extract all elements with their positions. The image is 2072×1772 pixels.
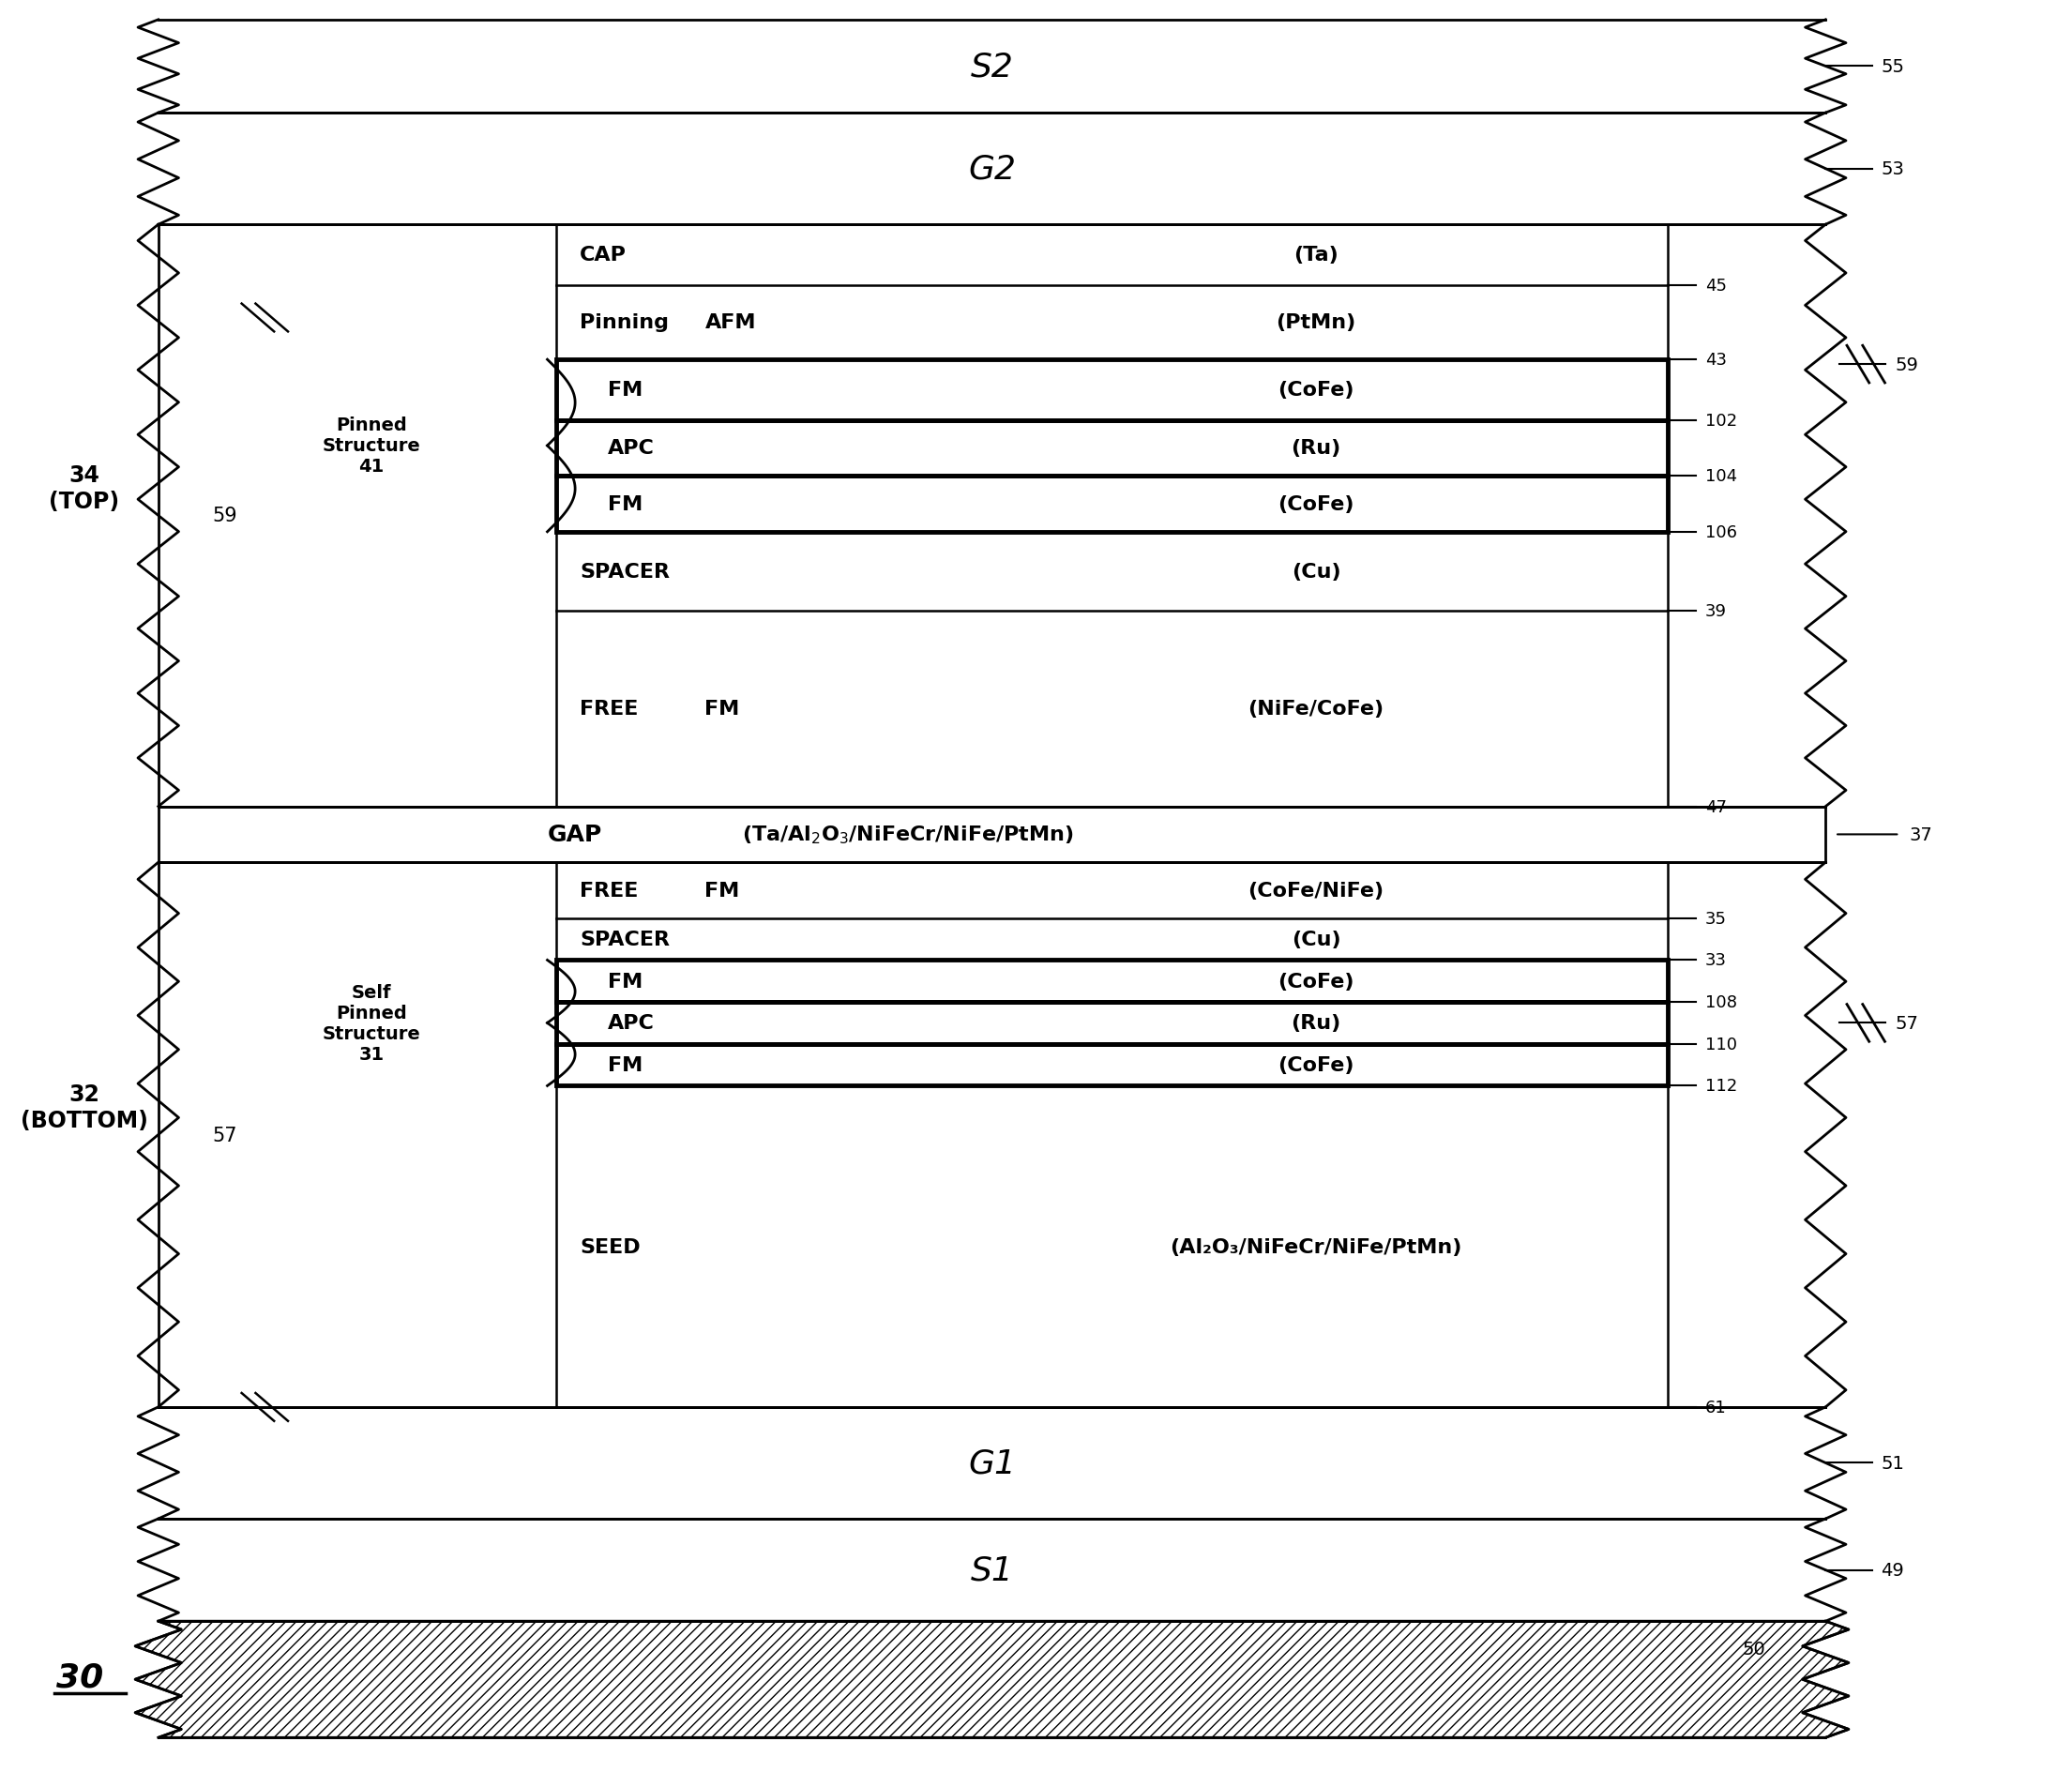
Text: Self
Pinned
Structure
31: Self Pinned Structure 31	[323, 983, 421, 1063]
Text: 61: 61	[1705, 1398, 1726, 1416]
Text: G2: G2	[968, 154, 1015, 186]
Text: 106: 106	[1705, 525, 1736, 540]
Text: 50: 50	[1743, 1641, 1765, 1659]
Text: 49: 49	[1881, 1561, 1904, 1579]
Text: (PtMn): (PtMn)	[1276, 314, 1355, 333]
Text: APC: APC	[607, 1014, 655, 1033]
Bar	[557, 420, 1668, 477]
Text: 53: 53	[1881, 161, 1904, 179]
Text: (Al₂O₃/NiFeCr/NiFe/PtMn): (Al₂O₃/NiFeCr/NiFe/PtMn)	[1171, 1237, 1463, 1256]
Text: (Ru): (Ru)	[1291, 439, 1341, 457]
Text: FM: FM	[704, 700, 740, 719]
Text: (NiFe/CoFe): (NiFe/CoFe)	[1247, 700, 1384, 719]
Polygon shape	[135, 1621, 1848, 1738]
Text: AFM: AFM	[704, 314, 756, 333]
Text: S1: S1	[970, 1554, 1013, 1586]
Bar	[557, 360, 1668, 420]
Text: G1: G1	[968, 1448, 1015, 1480]
Text: 43: 43	[1705, 351, 1726, 369]
Text: SEED: SEED	[580, 1237, 640, 1256]
Text: GAP: GAP	[547, 824, 603, 845]
Text: 110: 110	[1705, 1037, 1736, 1053]
Text: 102: 102	[1705, 413, 1736, 429]
Text: CAP: CAP	[580, 246, 626, 264]
Text: FM: FM	[704, 881, 740, 900]
Bar	[557, 960, 1668, 1003]
Text: SPACER: SPACER	[580, 562, 669, 581]
Text: (Ta/Al$_2$O$_3$/NiFeCr/NiFe/PtMn): (Ta/Al$_2$O$_3$/NiFeCr/NiFe/PtMn)	[742, 824, 1073, 845]
Text: APC: APC	[607, 439, 655, 457]
Text: FM: FM	[607, 1056, 642, 1074]
Text: (CoFe): (CoFe)	[1278, 494, 1355, 514]
Text: (Cu): (Cu)	[1291, 562, 1341, 581]
Text: FM: FM	[607, 973, 642, 991]
Text: FM: FM	[607, 381, 642, 400]
Text: 32
(BOTTOM): 32 (BOTTOM)	[21, 1083, 147, 1131]
Text: 104: 104	[1705, 468, 1736, 486]
Text: 57: 57	[1896, 1014, 1919, 1031]
Text: Pinning: Pinning	[580, 314, 669, 333]
Text: (CoFe): (CoFe)	[1278, 1056, 1355, 1074]
Text: (Cu): (Cu)	[1291, 930, 1341, 948]
Text: 47: 47	[1705, 799, 1726, 815]
Text: 39: 39	[1705, 602, 1726, 620]
Text: FM: FM	[607, 494, 642, 514]
Text: 33: 33	[1705, 952, 1726, 969]
Text: 59: 59	[1896, 356, 1919, 374]
Text: (Ru): (Ru)	[1291, 1014, 1341, 1033]
Text: 55: 55	[1881, 58, 1904, 76]
Text: SPACER: SPACER	[580, 930, 669, 948]
Text: (Ta): (Ta)	[1293, 246, 1339, 264]
Text: 34
(TOP): 34 (TOP)	[50, 464, 120, 512]
Bar	[557, 1044, 1668, 1086]
Bar	[557, 1003, 1668, 1044]
Text: FREE: FREE	[580, 700, 638, 719]
Text: FREE: FREE	[580, 881, 638, 900]
Text: 51: 51	[1881, 1455, 1904, 1473]
Text: (CoFe): (CoFe)	[1278, 973, 1355, 991]
Text: 45: 45	[1705, 276, 1726, 294]
Text: (CoFe/NiFe): (CoFe/NiFe)	[1247, 881, 1384, 900]
Text: 108: 108	[1705, 994, 1736, 1010]
Text: S2: S2	[970, 51, 1013, 83]
Text: 30: 30	[56, 1660, 104, 1692]
Text: Pinned
Structure
41: Pinned Structure 41	[323, 416, 421, 477]
Text: 57: 57	[211, 1125, 236, 1145]
Text: (CoFe): (CoFe)	[1278, 381, 1355, 400]
Bar	[557, 477, 1668, 532]
Text: 35: 35	[1705, 911, 1726, 927]
Text: 112: 112	[1705, 1077, 1736, 1095]
Text: 37: 37	[1908, 826, 1933, 843]
Text: 59: 59	[211, 507, 236, 526]
